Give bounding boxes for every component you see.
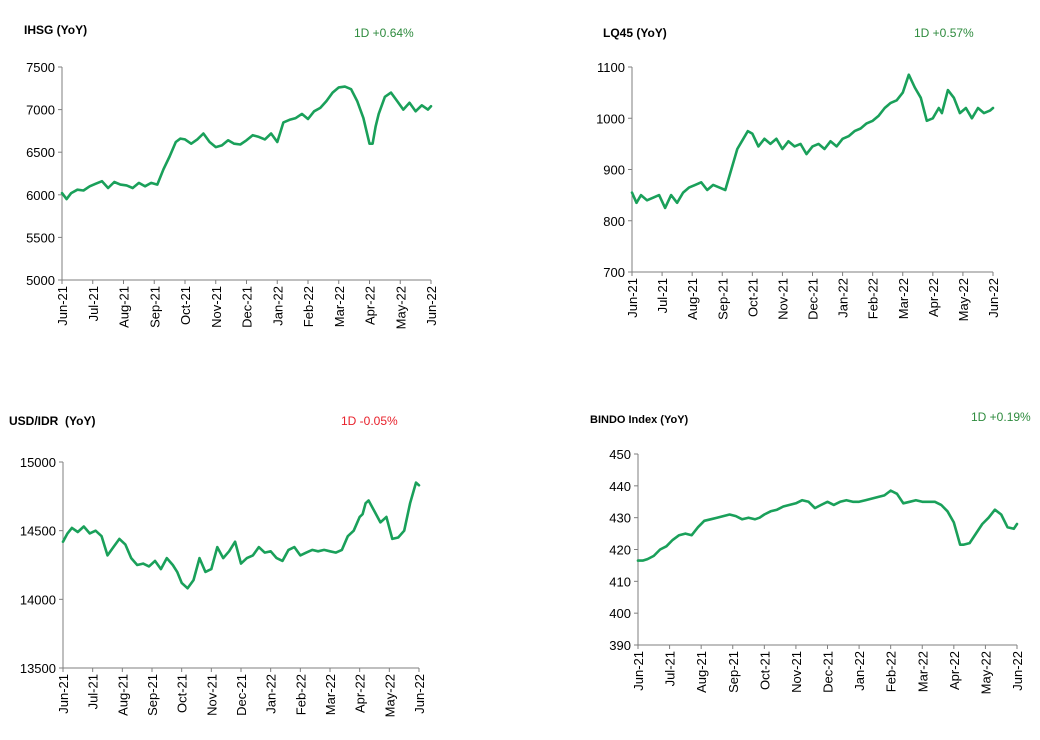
x-tick-label: Oct-21 xyxy=(175,674,190,713)
x-tick-label: Mar-22 xyxy=(332,286,347,327)
x-tick-label: Sep-21 xyxy=(145,674,160,716)
x-tick-label: Aug-21 xyxy=(685,278,700,320)
x-tick-label: Mar-22 xyxy=(896,278,911,319)
series-line xyxy=(61,481,421,590)
x-tick-label: Apr-22 xyxy=(947,651,962,690)
x-tick-label: Jul-21 xyxy=(86,286,101,321)
y-tick-label: 7000 xyxy=(26,103,55,118)
y-tick-label: 700 xyxy=(603,265,625,280)
x-tick-label: Sep-21 xyxy=(715,278,730,320)
y-tick-label: 400 xyxy=(609,606,631,621)
x-tick-label: May-22 xyxy=(978,651,993,694)
x-tick-label: Sep-21 xyxy=(726,651,741,693)
x-tick-label: Jun-22 xyxy=(986,278,1001,318)
x-tick-label: Jun-22 xyxy=(412,674,427,714)
x-tick-label: May-22 xyxy=(382,674,397,717)
x-tick-label: Jan-22 xyxy=(264,674,279,714)
x-tick-label: Nov-21 xyxy=(775,278,790,320)
y-tick-label: 800 xyxy=(603,214,625,229)
x-tick-label: Jul-21 xyxy=(655,278,670,313)
x-tick-label: Nov-21 xyxy=(204,674,219,716)
x-tick-label: Apr-22 xyxy=(353,674,368,713)
y-tick-label: 5000 xyxy=(26,273,55,288)
y-tick-label: 900 xyxy=(603,163,625,178)
chart-svg: 700 800 900 1000 1100 Jun-21 Jul-21 Aug-21 Sep-2… xyxy=(596,60,1001,321)
y-tick-label: 6500 xyxy=(26,145,55,160)
chart-title: IHSG (YoY) xyxy=(24,23,88,37)
daily-change-label: 1D +0.19% xyxy=(971,410,1031,424)
x-tick-label: Nov-21 xyxy=(789,651,804,693)
x-tick-label: Oct-21 xyxy=(745,278,760,317)
x-tick-label: Jun-22 xyxy=(1010,651,1025,691)
chart-title: BINDO Index (YoY) xyxy=(590,414,689,426)
chart-title: USD/IDR (YoY) xyxy=(9,414,96,428)
y-tick-label: 430 xyxy=(609,511,631,526)
chart-title: LQ45 (YoY) xyxy=(603,26,667,40)
y-tick-label: 410 xyxy=(609,574,631,589)
y-tick-label: 14500 xyxy=(20,524,56,539)
x-tick-label: Oct-21 xyxy=(757,651,772,690)
x-tick-label: Jun-22 xyxy=(424,286,439,326)
y-tick-label: 7500 xyxy=(26,60,55,75)
x-tick-label: Jun-21 xyxy=(55,286,70,326)
daily-change-label: 1D -0.05% xyxy=(341,414,398,428)
x-tick-label: Jun-21 xyxy=(625,278,640,318)
x-tick-label: Apr-22 xyxy=(926,278,941,317)
series-line xyxy=(60,85,433,201)
y-tick-label: 1100 xyxy=(597,60,625,75)
series-line xyxy=(630,73,995,210)
daily-change-label: 1D +0.57% xyxy=(914,26,974,40)
x-tick-label: Jan-22 xyxy=(852,651,867,691)
x-tick-label: Jan-22 xyxy=(270,286,285,326)
y-tick-label: 420 xyxy=(609,543,631,558)
x-tick-label: Jun-21 xyxy=(56,674,71,714)
x-tick-label: Feb-22 xyxy=(293,674,308,715)
chart-svg: 13500 14000 14500 15000 Jun-21 Jul-21 Aug-21 Se… xyxy=(20,455,427,717)
x-tick-label: May-22 xyxy=(956,278,971,321)
chart-svg: 390 400 410 420 430 440 450 Jun-21 Jul-21 Aug-21 S… xyxy=(609,447,1025,694)
y-tick-label: 5500 xyxy=(26,230,55,245)
x-tick-label: Jan-22 xyxy=(836,278,851,318)
x-tick-label: Aug-21 xyxy=(117,286,132,328)
y-tick-label: 1000 xyxy=(596,111,625,126)
y-tick-label: 450 xyxy=(609,447,631,462)
daily-change-label: 1D +0.64% xyxy=(354,26,414,40)
x-tick-label: Mar-22 xyxy=(323,674,338,715)
x-tick-label: Sep-21 xyxy=(147,286,162,328)
x-tick-label: Jul-21 xyxy=(663,651,678,686)
y-tick-label: 13500 xyxy=(20,661,56,676)
y-tick-label: 14000 xyxy=(20,592,56,607)
x-tick-label: Apr-22 xyxy=(363,286,378,325)
x-tick-label: Feb-22 xyxy=(884,651,899,692)
x-tick-label: Mar-22 xyxy=(915,651,930,692)
x-tick-label: Dec-21 xyxy=(806,278,821,320)
x-tick-label: May-22 xyxy=(393,286,408,329)
chart-panel-bindo: BINDO Index (YoY) 1D +0.19% 390 400 410 420… xyxy=(520,370,1040,740)
y-tick-label: 440 xyxy=(609,479,631,494)
x-tick-label: Jul-21 xyxy=(86,674,101,709)
x-tick-label: Oct-21 xyxy=(178,286,193,325)
x-tick-label: Dec-21 xyxy=(240,286,255,328)
x-tick-label: Jun-21 xyxy=(631,651,646,691)
x-tick-label: Feb-22 xyxy=(866,278,881,319)
chart-svg: 5000 5500 6000 6500 7000 7500 Jun-21 Jul-21 Aug-… xyxy=(26,60,439,329)
y-tick-label: 15000 xyxy=(20,455,56,470)
y-tick-label: 6000 xyxy=(26,188,55,203)
x-tick-label: Feb-22 xyxy=(301,286,316,327)
x-tick-label: Dec-21 xyxy=(821,651,836,693)
x-tick-label: Aug-21 xyxy=(115,674,130,716)
x-tick-label: Aug-21 xyxy=(694,651,709,693)
y-tick-label: 390 xyxy=(609,638,631,653)
x-tick-label: Nov-21 xyxy=(209,286,224,328)
chart-panel-usdidr: USD/IDR (YoY) 1D -0.05% 13500 14000 14500 1… xyxy=(0,370,520,740)
chart-panel-lq45: LQ45 (YoY) 1D +0.57% 700 800 900 1000 1100 Ju… xyxy=(520,0,1040,370)
x-tick-label: Dec-21 xyxy=(234,674,249,716)
series-line xyxy=(636,489,1019,562)
chart-panel-ihsg: IHSG (YoY) 1D +0.64% 5000 5500 6000 6500 700… xyxy=(0,0,520,370)
